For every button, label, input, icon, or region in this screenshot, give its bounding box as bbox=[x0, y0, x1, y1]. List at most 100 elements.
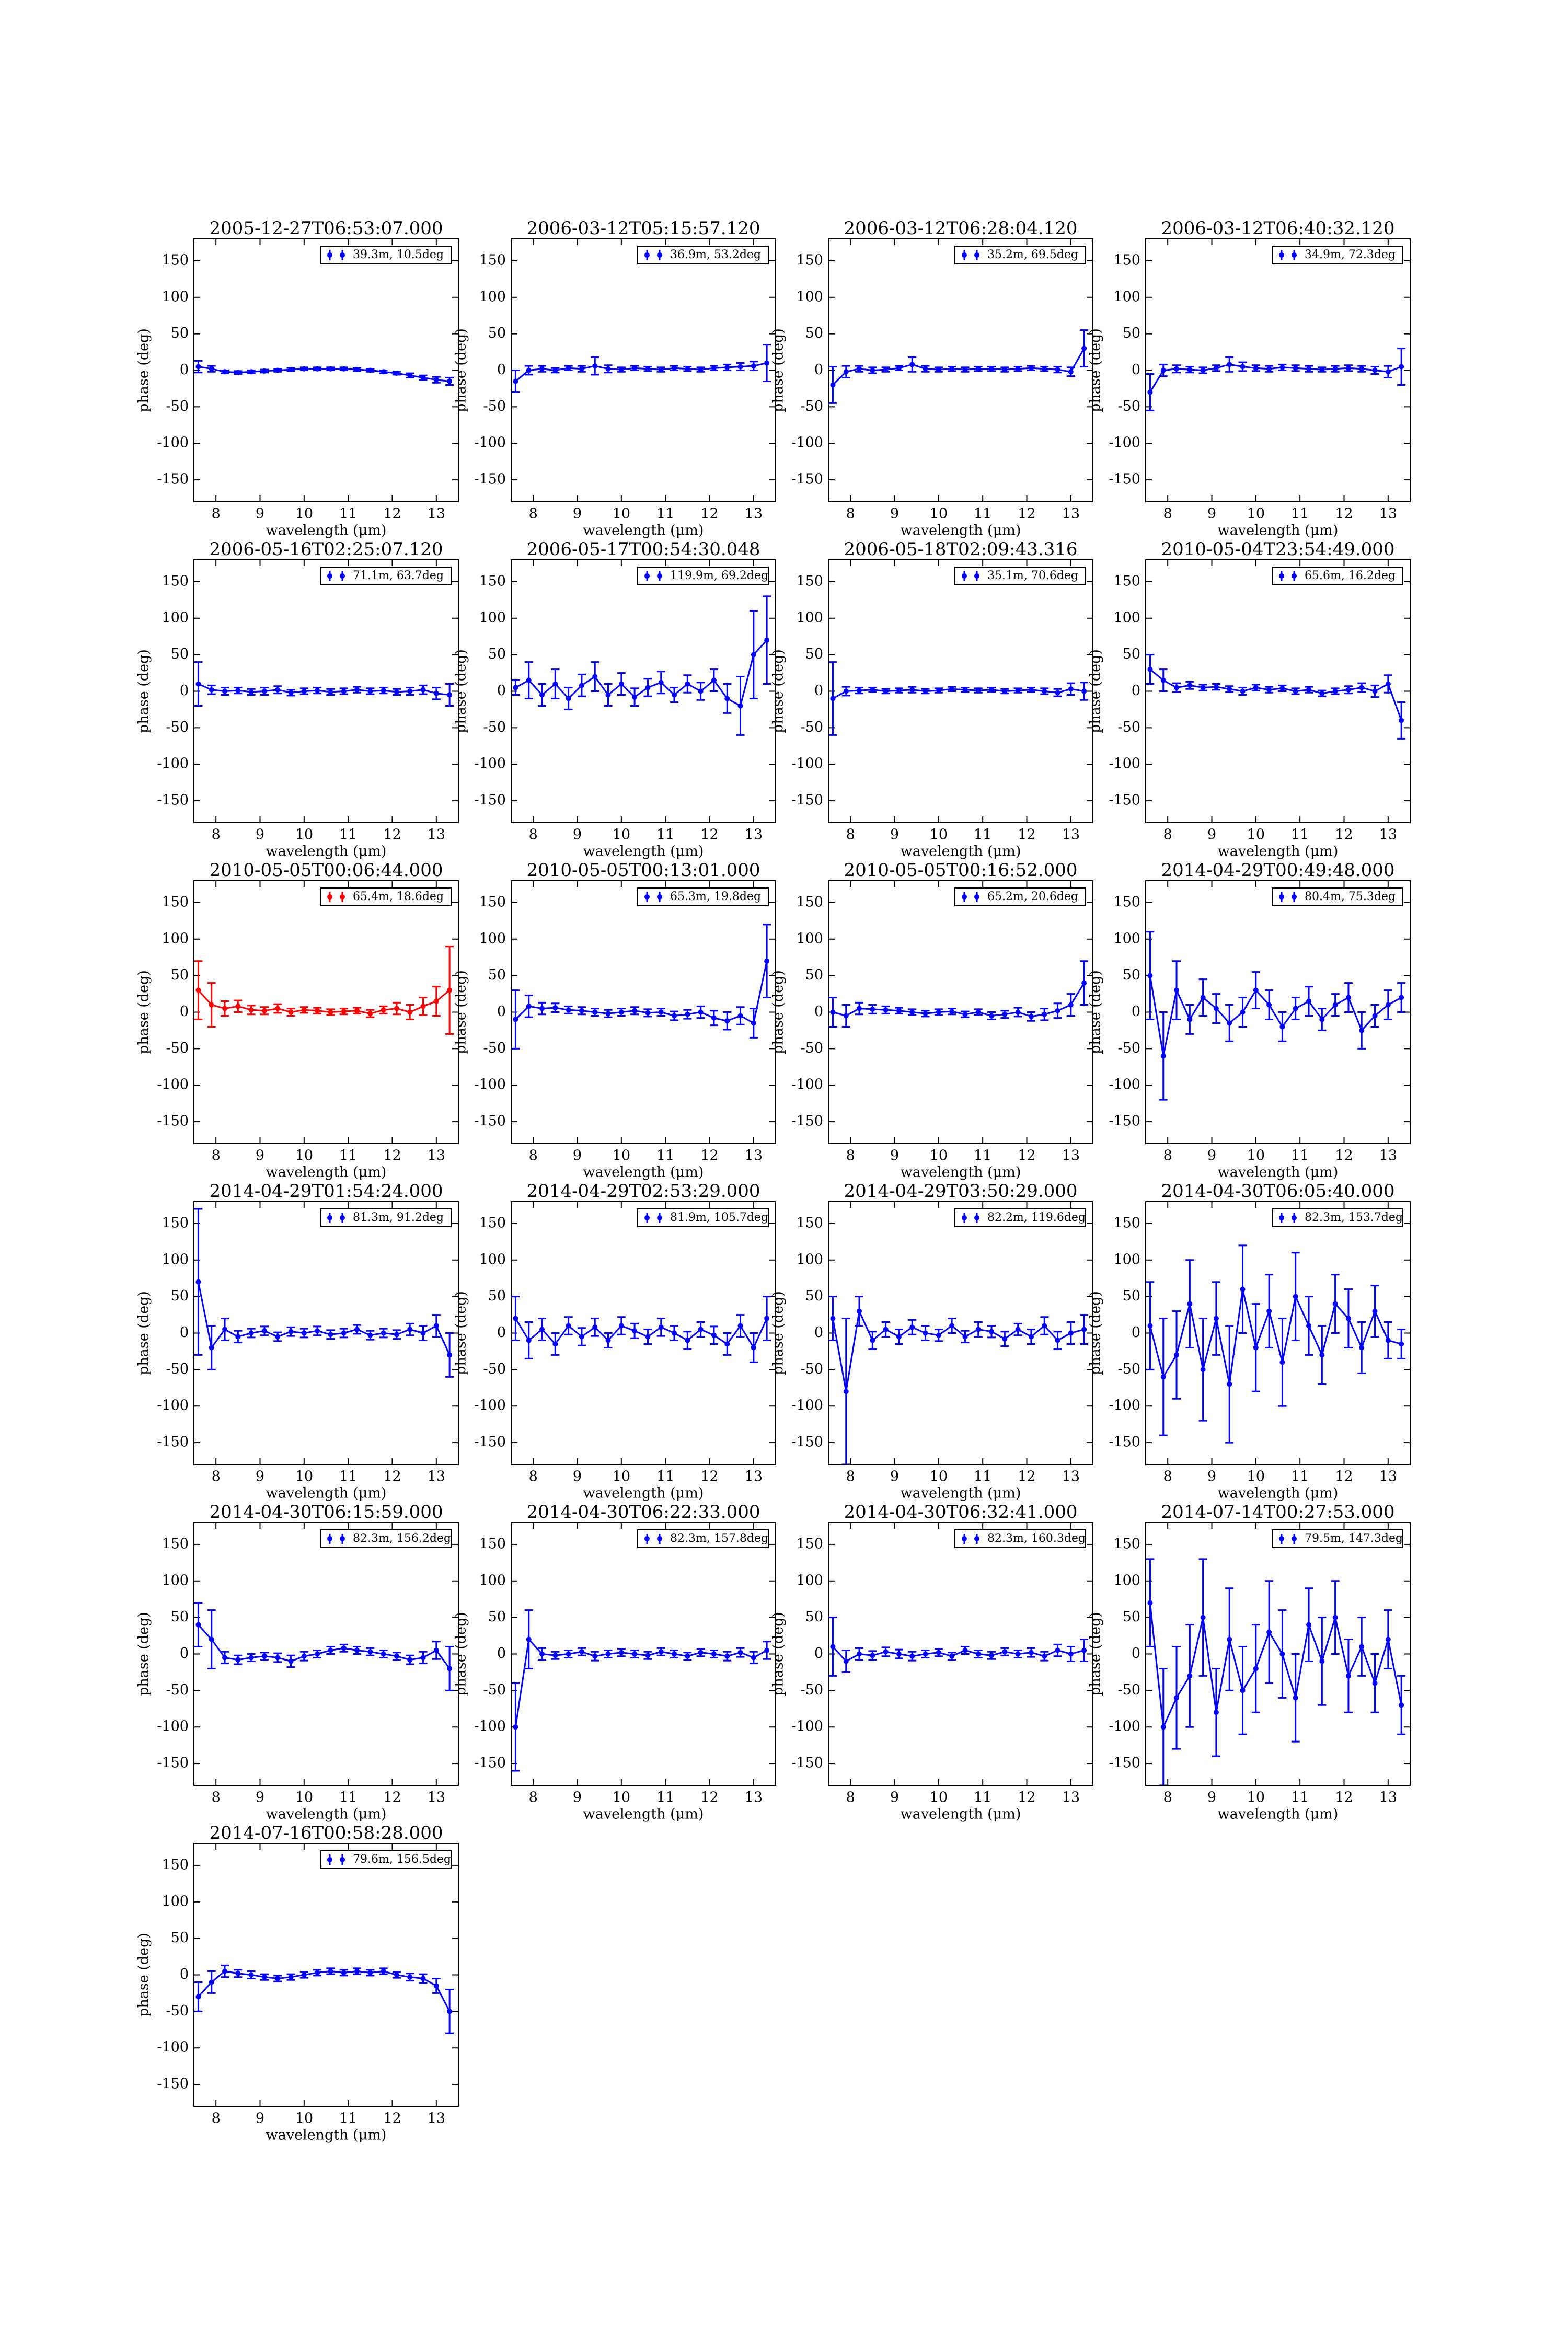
data-point bbox=[341, 688, 347, 694]
data-point bbox=[923, 688, 928, 694]
data-point bbox=[1002, 367, 1008, 373]
data-line bbox=[515, 961, 768, 1024]
legend-marker bbox=[974, 1215, 979, 1220]
y-axis-label: phase (deg) bbox=[136, 970, 152, 1054]
plot-frame bbox=[511, 559, 776, 823]
data-point bbox=[566, 696, 571, 701]
legend-marker bbox=[340, 573, 345, 579]
data-point bbox=[539, 692, 545, 698]
data-point bbox=[592, 1324, 598, 1330]
data-point bbox=[315, 1008, 320, 1013]
y-tick-label: -150 bbox=[791, 1113, 823, 1129]
x-tick-label: 12 bbox=[1018, 827, 1035, 843]
data-point bbox=[830, 1316, 836, 1321]
data-point bbox=[447, 692, 453, 698]
data-point bbox=[896, 1008, 902, 1013]
data-point bbox=[1306, 1323, 1312, 1329]
data-point bbox=[367, 688, 373, 694]
y-axis-label: phase (deg) bbox=[1088, 649, 1104, 733]
data-point bbox=[1319, 1658, 1325, 1664]
subplot: 2014-04-30T06:32:41.000 wavelength (μm) ph… bbox=[770, 1502, 1093, 1823]
data-point bbox=[923, 1330, 928, 1336]
y-tick-label: 50 bbox=[805, 1609, 823, 1625]
legend-marker bbox=[657, 1215, 662, 1220]
data-point bbox=[1372, 367, 1378, 373]
data-point bbox=[407, 373, 413, 378]
data-point bbox=[672, 1330, 677, 1336]
x-tick-label: 8 bbox=[1163, 1148, 1172, 1164]
data-point bbox=[1227, 686, 1232, 692]
data-point bbox=[420, 687, 426, 693]
legend: 71.1m, 63.7deg bbox=[320, 567, 452, 585]
data-line bbox=[515, 639, 768, 707]
y-tick-label: 0 bbox=[814, 1645, 823, 1662]
data-point bbox=[1160, 1374, 1166, 1380]
data-point bbox=[447, 987, 453, 993]
y-tick-label: 150 bbox=[162, 1857, 189, 1873]
data-point bbox=[407, 1657, 413, 1663]
x-axis-label: wavelength (μm) bbox=[1218, 844, 1339, 860]
data-point bbox=[1332, 1615, 1338, 1620]
data-point bbox=[209, 1636, 214, 1642]
data-point bbox=[222, 1968, 228, 1974]
data-point bbox=[341, 1645, 347, 1651]
data-point bbox=[420, 375, 426, 381]
data-point bbox=[354, 367, 360, 373]
y-tick-label: -100 bbox=[157, 1077, 189, 1093]
y-tick-label: -150 bbox=[1109, 471, 1140, 488]
data-point bbox=[764, 637, 770, 643]
x-tick-label: 13 bbox=[1379, 1469, 1397, 1485]
data-point bbox=[1266, 687, 1272, 693]
y-axis-label: phase (deg) bbox=[453, 328, 469, 412]
x-tick-label: 10 bbox=[930, 827, 948, 843]
data-point bbox=[539, 366, 545, 372]
data-point bbox=[579, 683, 584, 688]
x-tick-label: 10 bbox=[1247, 1790, 1265, 1806]
data-point bbox=[896, 688, 902, 694]
plot-frame bbox=[511, 238, 776, 502]
y-tick-label: -150 bbox=[791, 1755, 823, 1771]
x-tick-label: 11 bbox=[974, 1148, 991, 1164]
legend-marker bbox=[340, 894, 345, 900]
y-tick-label: 150 bbox=[1113, 894, 1140, 910]
data-point bbox=[909, 1324, 915, 1330]
data-point bbox=[605, 1338, 611, 1343]
data-point bbox=[975, 1009, 981, 1015]
x-tick-label: 9 bbox=[256, 1148, 264, 1164]
data-point bbox=[235, 1334, 241, 1340]
data-point bbox=[420, 1976, 426, 1981]
x-tick-label: 11 bbox=[656, 1469, 674, 1485]
subplot-title: 2006-05-18T02:09:43.316 bbox=[844, 539, 1077, 560]
x-tick-label: 9 bbox=[890, 1148, 899, 1164]
data-point bbox=[1359, 1644, 1365, 1650]
subplot-title: 2014-04-29T01:54:24.000 bbox=[209, 1181, 443, 1202]
data-point bbox=[1227, 1020, 1232, 1026]
data-point bbox=[843, 1658, 849, 1664]
y-tick-label: 150 bbox=[1113, 252, 1140, 268]
data-point bbox=[235, 1657, 241, 1663]
data-point bbox=[870, 687, 875, 693]
x-tick-label: 11 bbox=[339, 1790, 357, 1806]
data-point bbox=[1227, 1381, 1232, 1387]
subplot-title: 2014-07-16T00:58:28.000 bbox=[209, 1823, 443, 1843]
x-axis-label: wavelength (μm) bbox=[583, 523, 704, 539]
plot-frame bbox=[1145, 880, 1411, 1144]
x-tick-label: 13 bbox=[428, 1148, 445, 1164]
data-point bbox=[1213, 1316, 1219, 1321]
y-tick-label: 0 bbox=[497, 683, 506, 699]
data-point bbox=[883, 1007, 889, 1013]
data-point bbox=[949, 686, 955, 692]
y-tick-label: 100 bbox=[162, 1251, 189, 1267]
y-tick-label: -150 bbox=[1109, 792, 1140, 809]
legend-marker bbox=[974, 252, 979, 258]
data-point bbox=[381, 1330, 386, 1336]
y-tick-label: 0 bbox=[1132, 1324, 1140, 1341]
data-point bbox=[764, 1316, 770, 1321]
data-point bbox=[222, 688, 228, 694]
data-point bbox=[1015, 1651, 1021, 1657]
x-tick-label: 11 bbox=[656, 1148, 674, 1164]
x-tick-label: 9 bbox=[1207, 1469, 1216, 1485]
data-point bbox=[1174, 685, 1180, 690]
legend-marker bbox=[1292, 1215, 1297, 1220]
data-point bbox=[949, 1009, 955, 1014]
